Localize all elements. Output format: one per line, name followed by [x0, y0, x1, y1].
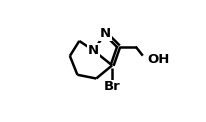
Text: Br: Br — [104, 81, 121, 93]
Text: N: N — [88, 44, 99, 57]
Text: OH: OH — [148, 53, 170, 66]
Text: N: N — [100, 27, 111, 40]
